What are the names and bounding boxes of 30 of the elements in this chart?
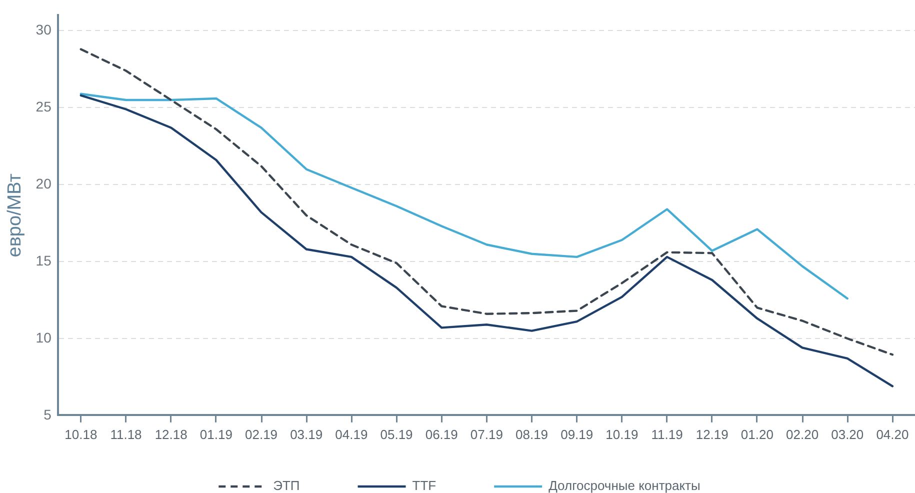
line-series	[80, 48, 894, 356]
x-tick-label: 01.20	[740, 426, 774, 442]
legend-label: TTF	[412, 478, 436, 493]
x-tick-label: 02.20	[786, 426, 819, 442]
x-tick-label: 09.19	[560, 426, 594, 442]
x-tick-label: 08.19	[516, 426, 548, 442]
x-tick-label: 10.18	[64, 426, 98, 442]
legend-label: Долгосрочные контракты	[548, 478, 700, 493]
x-tick-label: 12.19	[696, 426, 728, 442]
x-tick-label: 11.19	[651, 426, 683, 442]
y-tick-label: 5	[44, 406, 52, 422]
y-axis-title: евро/МВт	[4, 173, 26, 258]
x-tick-label: 01.19	[200, 426, 232, 442]
x-tick-label: 11.18	[110, 426, 142, 442]
x-tick-label: 12.18	[154, 426, 188, 442]
x-tick-label: 02.19	[244, 426, 278, 442]
x-tick-label: 05.19	[380, 426, 413, 442]
x-tick-label: 03.20	[831, 426, 864, 442]
x-tick-label: 03.19	[290, 426, 323, 442]
x-tick-label: 10.19	[606, 426, 638, 442]
x-tick-label: 04.20	[876, 426, 909, 442]
y-tick-label: 15	[36, 252, 52, 268]
y-tick-label: 10	[36, 329, 52, 346]
legend-label: ЭТП	[273, 478, 300, 493]
y-tick-label: 20	[36, 175, 52, 192]
y-tick-label: 30	[36, 22, 52, 38]
y-tick-label: 25	[36, 98, 52, 115]
x-tick-label: 04.19	[335, 426, 368, 442]
x-tick-label: 06.19	[425, 426, 458, 442]
x-tick-label: 07.19	[470, 426, 503, 442]
